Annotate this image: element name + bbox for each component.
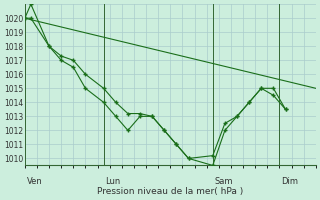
Text: Lun: Lun — [106, 177, 121, 186]
Text: Dim: Dim — [281, 177, 298, 186]
Text: Sam: Sam — [215, 177, 233, 186]
Text: Ven: Ven — [27, 177, 42, 186]
X-axis label: Pression niveau de la mer( hPa ): Pression niveau de la mer( hPa ) — [97, 187, 244, 196]
